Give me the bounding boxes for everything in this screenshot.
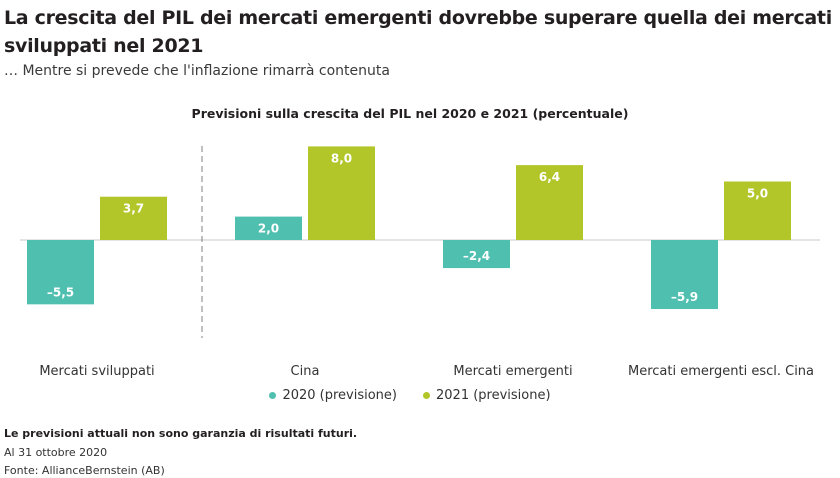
legend-item-2021: 2021 (previsione) bbox=[423, 388, 551, 403]
bar-2020-2 bbox=[443, 240, 510, 269]
data-label-2020-2: –2,4 bbox=[463, 249, 490, 263]
bar-2020-0 bbox=[27, 240, 94, 305]
data-label-2021-3: 5,0 bbox=[747, 187, 768, 201]
chart-title: Previsioni sulla crescita del PIL nel 20… bbox=[191, 106, 629, 121]
bar-2021-3 bbox=[724, 181, 791, 240]
category-label-0: Mercati sviluppati bbox=[39, 364, 154, 379]
data-label-2020-3: –5,9 bbox=[671, 290, 698, 304]
disclaimer-note: Le previsioni attuali non sono garanzia … bbox=[4, 427, 358, 440]
bar-2020-3 bbox=[651, 240, 718, 310]
legend-item-2020: 2020 (previsione) bbox=[269, 388, 397, 403]
category-label-3: Mercati emergenti escl. Cina bbox=[628, 364, 814, 379]
source-note: Fonte: AllianceBernstein (AB) bbox=[4, 464, 165, 477]
data-label-2020-0: –5,5 bbox=[47, 285, 74, 299]
bar-2021-0 bbox=[100, 196, 167, 240]
date-note: Al 31 ottobre 2020 bbox=[4, 446, 108, 459]
data-label-2021-1: 8,0 bbox=[331, 151, 352, 165]
legend-label-2021: 2021 (previsione) bbox=[436, 388, 551, 403]
chart-subtitle: … Mentre si prevede che l'inflazione rim… bbox=[4, 63, 390, 79]
legend-label-2020: 2020 (previsione) bbox=[282, 388, 397, 403]
legend-dot-2021 bbox=[423, 392, 430, 399]
data-label-2020-1: 2,0 bbox=[258, 222, 279, 236]
bar-2021-1 bbox=[308, 146, 375, 240]
bar-chart: –5,5 3,7 Mercati sviluppati 2,0 8,0 Cina –2,4 6… bbox=[20, 146, 820, 379]
legend: 2020 (previsione) 2021 (previsione) bbox=[0, 388, 820, 403]
data-label-2021-0: 3,7 bbox=[123, 202, 144, 216]
legend-dot-2020 bbox=[269, 392, 277, 399]
category-label-1: Cina bbox=[291, 364, 320, 379]
bar-2021-2 bbox=[516, 165, 583, 240]
category-label-2: Mercati emergenti bbox=[453, 364, 572, 379]
chart-main-title: La crescita del PIL dei mercati emergent… bbox=[4, 7, 832, 57]
data-label-2021-2: 6,4 bbox=[539, 170, 560, 184]
bar-2020-1 bbox=[235, 216, 302, 240]
